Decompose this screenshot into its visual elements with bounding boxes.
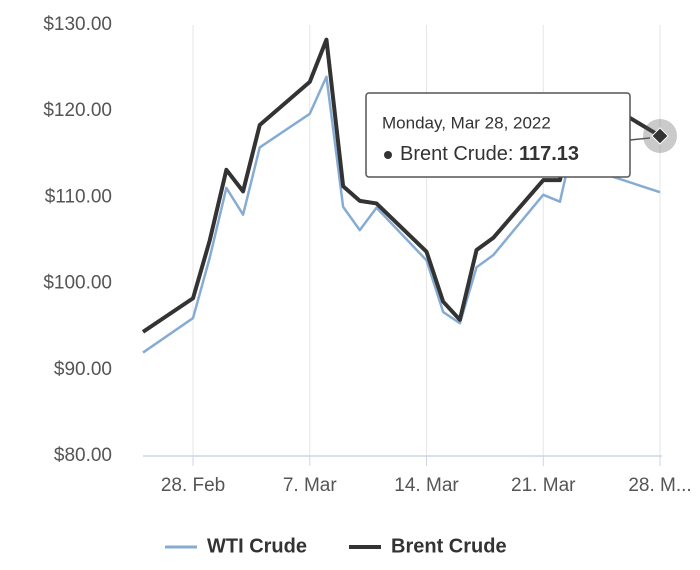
tooltip-title: Monday, Mar 28, 2022 [382,113,551,132]
grid: $80.00 $90.00 $100.00 $110.00 $120.00 $130.00… [43,14,691,496]
tooltip-dot [384,151,392,159]
legend-item[interactable]: WTI Crude [165,535,307,557]
x-tick-label: 14. Mar [394,475,459,496]
y-tick-label: $120.00 [43,100,112,121]
series-line [141,37,662,334]
y-tick-label: $100.00 [43,273,112,294]
tooltip-box [365,92,631,178]
legend-label: WTI Crude [207,535,307,557]
x-tick-label: 21. Mar [511,475,576,496]
legend-item[interactable]: Brent Crude [349,535,507,557]
plot [141,37,677,354]
x-tick-label: 28. M... [628,475,691,496]
x-tick-label: 7. Mar [283,475,338,496]
tooltip-label: Brent Crude: [400,143,513,165]
y-tick-label: $90.00 [54,359,112,380]
y-tick-label: $80.00 [54,445,112,466]
legend: WTI Crude Brent Crude [165,535,507,557]
tooltip-text: Brent Crude: 117.13 [400,143,579,165]
tooltip: Monday, Mar 28, 2022 Brent Crude: 117.13 [365,92,631,178]
hover-marker [651,127,669,145]
y-tick-label: $130.00 [43,14,112,35]
y-tick-label: $110.00 [45,186,112,207]
legend-label: Brent Crude [391,535,507,557]
tooltip-pointer [629,137,651,141]
tooltip-value: 117.13 [519,143,579,165]
x-tick-label: 28. Feb [161,475,225,496]
